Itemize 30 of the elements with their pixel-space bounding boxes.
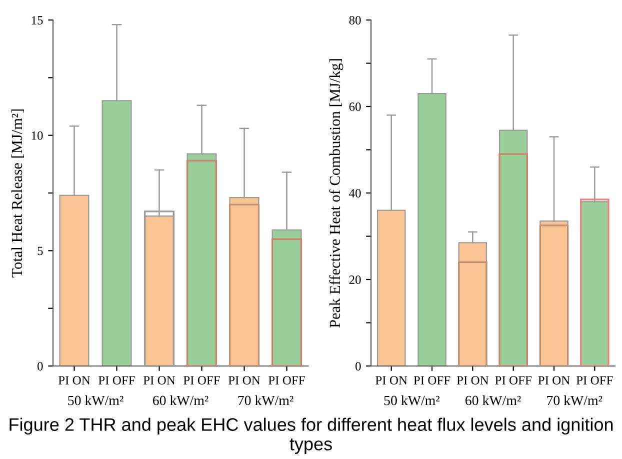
- y-tick-label: 0: [356, 362, 361, 370]
- x-tick-label: PI OFF: [98, 376, 135, 385]
- y-tick-label: 0: [38, 362, 43, 370]
- x-tick-label: PI ON: [143, 376, 176, 385]
- y-tick-label: 20: [349, 276, 361, 284]
- y-tick-label: 40: [349, 189, 361, 198]
- x-tick-label: PI OFF: [414, 376, 450, 385]
- text: 70 kW/m²: [238, 395, 294, 406]
- x-tick-label: PI ON: [456, 376, 489, 385]
- y-tick-label: 60: [349, 102, 361, 111]
- text: 60 kW/m²: [465, 395, 521, 406]
- y-axis-title: Total Heat Release [MJ/m²]: [11, 109, 24, 278]
- x-tick-label: PI OFF: [576, 376, 613, 385]
- x-tick-label: PI OFF: [495, 376, 532, 385]
- x-tick-label: PI ON: [538, 376, 570, 385]
- caption: Figure 2 THR and peak EHC values for different heat flux levels and ignition types: [10, 418, 613, 454]
- x-tick-label: PI OFF: [184, 376, 220, 385]
- y-tick-label: 15: [32, 16, 43, 24]
- x-tick-label: PI OFF: [268, 376, 305, 385]
- text: 50 kW/m²: [384, 395, 440, 406]
- x-tick-label: PI ON: [228, 376, 260, 385]
- x-tick-label: PI ON: [58, 376, 90, 385]
- text: 60 kW/m²: [152, 395, 208, 406]
- y-tick-label: 10: [32, 131, 43, 140]
- x-tick-label: PI ON: [376, 376, 408, 385]
- text: 50 kW/m²: [68, 395, 124, 406]
- y-axis-title: Peak Effective Heat of Combustion [MJ/kg]: [329, 59, 344, 328]
- text: 70 kW/m²: [547, 395, 602, 406]
- y-tick-label: 80: [349, 16, 361, 24]
- y-tick-label: 5: [38, 246, 43, 256]
